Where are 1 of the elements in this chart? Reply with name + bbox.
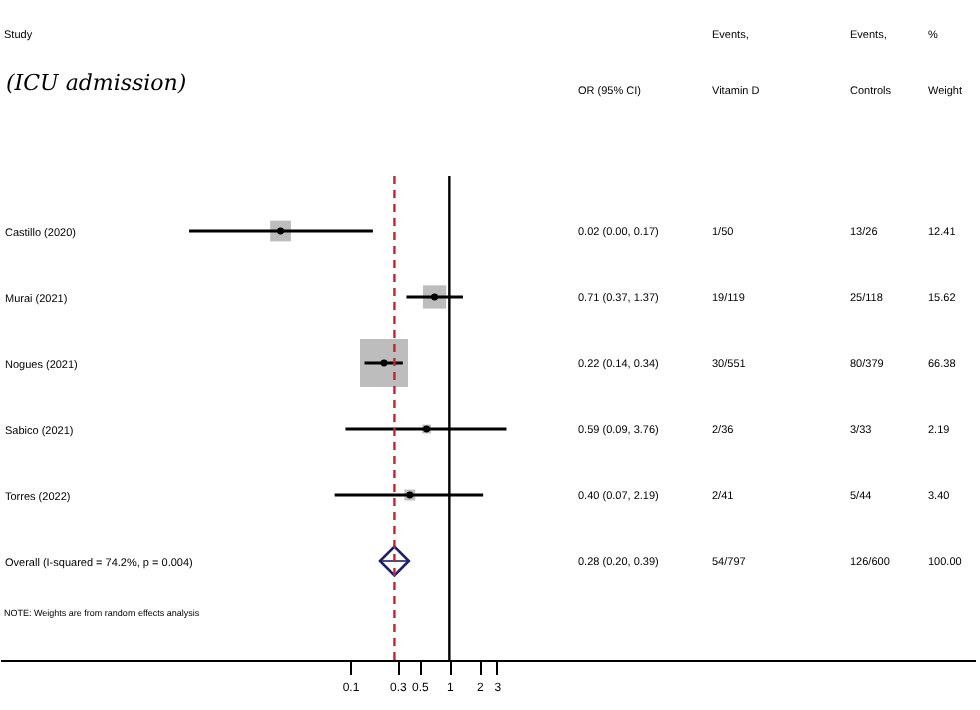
chart-title: (ICU admission) [6, 70, 187, 96]
